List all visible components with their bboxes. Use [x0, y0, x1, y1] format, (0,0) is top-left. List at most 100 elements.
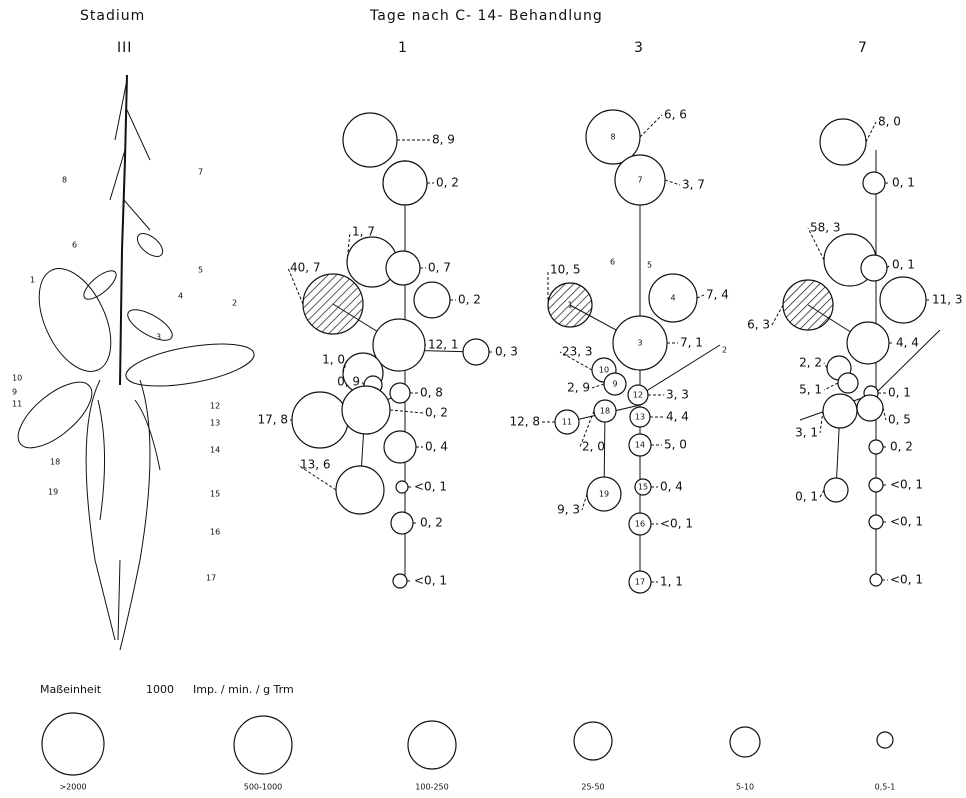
- node-value: 12, 1: [428, 338, 459, 352]
- node-value: 1, 1: [660, 575, 683, 589]
- leader: [820, 490, 824, 497]
- legend-label: 5-10: [736, 783, 754, 792]
- unit-value: 1000: [146, 683, 174, 696]
- node-value: 0, 2: [458, 293, 481, 307]
- node-value: 10, 5: [550, 263, 581, 277]
- node: [847, 322, 889, 364]
- node: [342, 386, 390, 434]
- leader: [883, 408, 886, 420]
- day-heading: 1: [398, 40, 408, 56]
- leader: [772, 305, 783, 325]
- node-value: 11, 3: [932, 293, 963, 307]
- leader: [866, 122, 876, 142]
- node-value: 8, 9: [432, 133, 455, 147]
- node-value: 7, 1: [680, 336, 703, 350]
- node-value: 0, 1: [795, 490, 818, 504]
- title: Tage nach C- 14- Behandlung: [369, 8, 603, 24]
- plant-label: 18: [50, 458, 60, 467]
- node-value: 12, 8: [509, 415, 540, 429]
- node-value: 4, 4: [666, 410, 689, 424]
- node-value: 6, 6: [664, 108, 687, 122]
- plant-label: 12: [210, 402, 220, 411]
- node-value: 0, 7: [428, 261, 451, 275]
- leader: [390, 410, 423, 413]
- plant-label: 4: [178, 292, 183, 301]
- node-id: 4: [670, 294, 675, 303]
- node-value: 0, 1: [892, 176, 915, 190]
- node: [386, 251, 420, 285]
- node-value: 17, 8: [257, 413, 288, 427]
- node: [463, 339, 489, 365]
- plant-label: 15: [210, 490, 220, 499]
- node-value: 0, 2: [436, 176, 459, 190]
- plant-label: 6: [72, 241, 77, 250]
- node: [414, 282, 450, 318]
- node-id: 15: [638, 483, 648, 492]
- node-value: 0, 1: [888, 386, 911, 400]
- node: [336, 466, 384, 514]
- node: [292, 392, 348, 448]
- node-value: <0, 1: [890, 515, 923, 529]
- node-id: 17: [635, 578, 645, 587]
- node-value: 8, 0: [878, 115, 901, 129]
- legend-label: 0,5-1: [875, 783, 896, 792]
- node-value: <0, 1: [890, 478, 923, 492]
- plant-label: 16: [210, 528, 220, 537]
- node-value: 0, 1: [892, 258, 915, 272]
- leader: [824, 363, 827, 368]
- plant-label: 3: [156, 333, 161, 342]
- legend-label: 500-1000: [244, 783, 283, 792]
- node-value: <0, 1: [414, 480, 447, 494]
- leader: [640, 115, 662, 137]
- leader: [824, 383, 838, 390]
- legend-circle: [234, 716, 292, 774]
- legend-circle: [877, 732, 893, 748]
- node: [396, 481, 408, 493]
- plant-label: 9: [12, 388, 17, 397]
- node-id: 9: [612, 380, 617, 389]
- node-value: 9, 3: [557, 503, 580, 517]
- node-value: 4, 4: [896, 336, 919, 350]
- leader: [592, 384, 604, 388]
- node: [390, 383, 410, 403]
- node: [861, 255, 887, 281]
- stem-label: 2: [722, 346, 727, 355]
- node-id: 1: [567, 301, 572, 310]
- node-id: 7: [637, 176, 642, 185]
- node-value: 1, 0: [322, 353, 345, 367]
- node-value: 0, 9: [337, 375, 360, 389]
- legend-circle: [730, 727, 760, 757]
- node: [823, 394, 857, 428]
- stadium-heading: Stadium: [80, 8, 145, 24]
- node: [824, 478, 848, 502]
- node-value: 5, 1: [799, 383, 822, 397]
- unit: Imp. / min. / g Trm: [193, 683, 294, 696]
- node-value: 1, 7: [352, 225, 375, 239]
- node: [391, 512, 413, 534]
- stem-label: 5: [647, 261, 652, 270]
- node-value: 0, 3: [495, 345, 518, 359]
- plant-label: 5: [198, 266, 203, 275]
- leader: [820, 411, 823, 433]
- node: [870, 574, 882, 586]
- node-value: 7, 4: [706, 288, 729, 302]
- plant-label: 13: [210, 419, 220, 428]
- plant-label: 14: [210, 446, 220, 455]
- plant-label: 19: [48, 488, 58, 497]
- node-id: 19: [599, 490, 609, 499]
- day-heading: 7: [858, 40, 868, 56]
- node-value: <0, 1: [890, 573, 923, 587]
- node-id: 12: [633, 391, 643, 400]
- node-value: 58, 3: [810, 221, 841, 235]
- plant-label: 10: [12, 374, 22, 383]
- node: [880, 277, 926, 323]
- legend-label: 100-250: [415, 783, 448, 792]
- legend-label: >2000: [59, 783, 86, 792]
- stage: III: [117, 40, 132, 56]
- node: [869, 515, 883, 529]
- node: [838, 373, 858, 393]
- node-value: 2, 0: [582, 440, 605, 454]
- node-value: 3, 7: [682, 178, 705, 192]
- node-value: 6, 3: [747, 318, 770, 332]
- node-value: 2, 9: [567, 381, 590, 395]
